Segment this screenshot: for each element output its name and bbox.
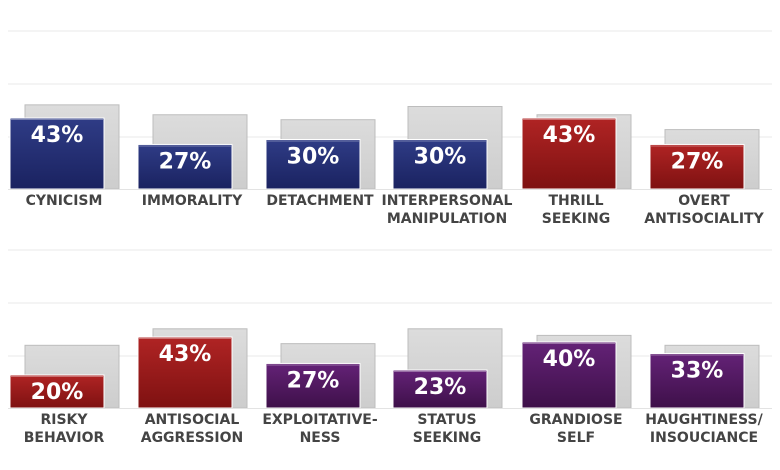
category-label: EXPLOITATIVE- xyxy=(262,412,378,428)
category-label: INTERPERSONAL xyxy=(382,193,513,209)
value-bar xyxy=(392,139,488,190)
category-label: GRANDIOSE xyxy=(529,412,622,428)
bar-value-label: 30% xyxy=(287,145,340,170)
bar-value-label: 30% xyxy=(414,145,467,170)
category-label: ANTISOCIAL xyxy=(145,412,240,428)
bar-value-label: 43% xyxy=(31,123,84,148)
bar-value-label: 27% xyxy=(287,368,340,393)
value-bar xyxy=(649,353,745,409)
category-label: SELF xyxy=(557,430,595,446)
bar-value-label: 43% xyxy=(159,342,212,367)
bar-value-label: 40% xyxy=(543,347,596,372)
value-bar xyxy=(265,362,361,409)
category-label: MANIPULATION xyxy=(387,211,507,227)
bar-value-label: 33% xyxy=(671,359,724,384)
bar-value-label: 43% xyxy=(543,123,596,148)
value-bar xyxy=(649,143,745,190)
category-label: OVERT xyxy=(678,193,730,209)
category-label: IMMORALITY xyxy=(142,193,243,209)
category-label: RISKY xyxy=(40,412,88,428)
bar-value-label: 27% xyxy=(159,149,212,174)
category-label: SEEKING xyxy=(542,211,610,227)
value-bar xyxy=(9,374,105,409)
value-bar xyxy=(137,336,233,409)
category-label: INSOUCIANCE xyxy=(650,430,758,446)
category-label: BEHAVIOR xyxy=(24,430,105,446)
value-bar xyxy=(392,369,488,409)
category-label: STATUS xyxy=(417,412,476,428)
bar-value-label: 20% xyxy=(31,380,84,405)
value-bar xyxy=(265,139,361,190)
category-label: THRILL xyxy=(548,193,603,209)
value-bar xyxy=(521,341,617,409)
category-label: AGGRESSION xyxy=(141,430,244,446)
category-label: DETACHMENT xyxy=(266,193,374,209)
bar-value-label: 27% xyxy=(671,149,724,174)
chart-panel-bottom: 20% RISKY BEHAVIOR 43% ANTISOCIAL AGGRESSION 2… xyxy=(8,249,772,446)
value-bar xyxy=(137,143,233,190)
category-label: NESS xyxy=(300,430,341,446)
category-label: CYNICISM xyxy=(26,193,103,209)
bar-value-label: 23% xyxy=(414,375,467,400)
chart-panel-top: 43% CYNICISM 27% IMMORALITY 30% DETACHMENT 30%… xyxy=(8,30,772,227)
category-label: SEEKING xyxy=(413,430,481,446)
category-label: HAUGHTINESS/ xyxy=(645,412,763,428)
value-bar xyxy=(9,117,105,190)
value-bar xyxy=(521,117,617,190)
category-label: ANTISOCIALITY xyxy=(644,211,764,227)
